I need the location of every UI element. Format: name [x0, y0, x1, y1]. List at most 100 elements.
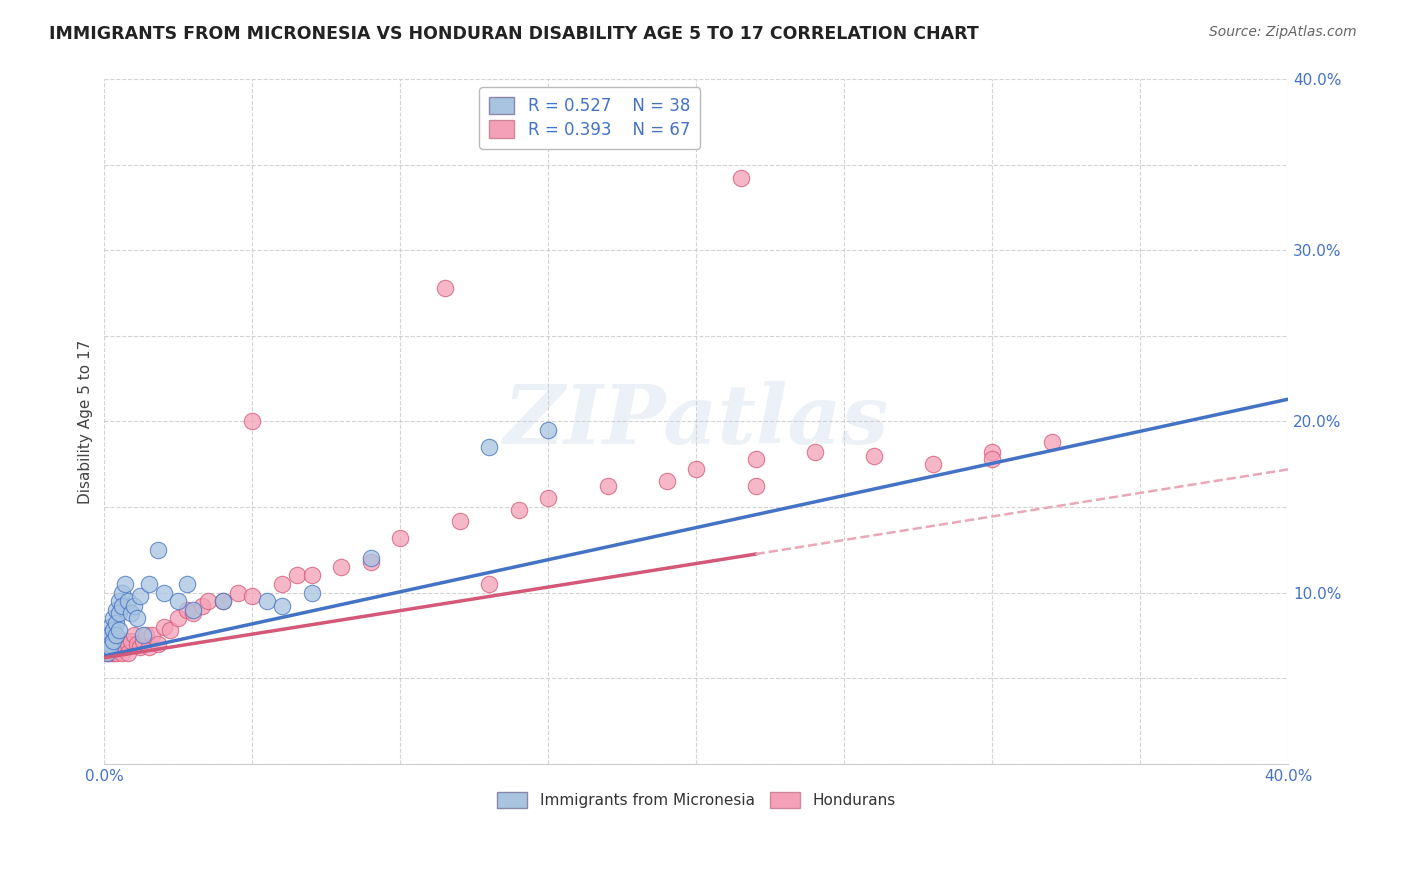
Point — [105, 616, 128, 631]
Point — [360, 551, 382, 566]
Point — [197, 594, 219, 608]
Point — [271, 577, 294, 591]
Point — [108, 594, 131, 608]
Point — [96, 637, 118, 651]
Point — [804, 445, 827, 459]
Point — [111, 637, 134, 651]
Point — [146, 637, 169, 651]
Point — [256, 594, 278, 608]
Point — [191, 599, 214, 614]
Point — [129, 589, 152, 603]
Point — [111, 646, 134, 660]
Point — [96, 640, 118, 655]
Point — [96, 628, 118, 642]
Point — [120, 606, 142, 620]
Point — [176, 577, 198, 591]
Point — [1040, 434, 1063, 449]
Point — [120, 633, 142, 648]
Point — [478, 440, 501, 454]
Point — [103, 633, 125, 648]
Point — [122, 628, 145, 642]
Point — [105, 646, 128, 660]
Point — [478, 577, 501, 591]
Point — [103, 646, 125, 660]
Point — [98, 632, 121, 646]
Point — [211, 594, 233, 608]
Point — [122, 599, 145, 614]
Point — [98, 642, 121, 657]
Point — [135, 628, 157, 642]
Point — [105, 603, 128, 617]
Point — [96, 646, 118, 660]
Point — [98, 646, 121, 660]
Point — [108, 633, 131, 648]
Point — [271, 599, 294, 614]
Point — [141, 628, 163, 642]
Point — [537, 423, 560, 437]
Point — [285, 568, 308, 582]
Point — [111, 599, 134, 614]
Point — [108, 640, 131, 655]
Point — [596, 479, 619, 493]
Point — [98, 640, 121, 655]
Point — [98, 640, 121, 655]
Point — [508, 503, 530, 517]
Point — [108, 637, 131, 651]
Point — [114, 640, 136, 655]
Point — [108, 606, 131, 620]
Point — [96, 633, 118, 648]
Point — [98, 620, 121, 634]
Point — [103, 624, 125, 638]
Point — [981, 452, 1004, 467]
Point — [449, 514, 471, 528]
Point — [226, 585, 249, 599]
Point — [98, 637, 121, 651]
Point — [117, 646, 139, 660]
Y-axis label: Disability Age 5 to 17: Disability Age 5 to 17 — [79, 339, 93, 503]
Point — [108, 624, 131, 638]
Point — [744, 479, 766, 493]
Point — [129, 640, 152, 655]
Point — [152, 585, 174, 599]
Point — [96, 646, 118, 660]
Point — [181, 603, 204, 617]
Point — [211, 594, 233, 608]
Point — [103, 633, 125, 648]
Text: ZIPatlas: ZIPatlas — [503, 382, 889, 461]
Point — [105, 640, 128, 655]
Point — [146, 542, 169, 557]
Point — [132, 628, 155, 642]
Point — [98, 637, 121, 651]
Point — [103, 611, 125, 625]
Point — [125, 637, 148, 651]
Point — [117, 637, 139, 651]
Legend: Immigrants from Micronesia, Hondurans: Immigrants from Micronesia, Hondurans — [491, 786, 903, 814]
Point — [132, 633, 155, 648]
Point — [922, 457, 945, 471]
Point — [111, 585, 134, 599]
Text: Source: ZipAtlas.com: Source: ZipAtlas.com — [1209, 25, 1357, 39]
Point — [863, 449, 886, 463]
Point — [181, 606, 204, 620]
Point — [96, 628, 118, 642]
Point — [159, 624, 181, 638]
Point — [301, 568, 323, 582]
Point — [537, 491, 560, 506]
Point — [242, 414, 264, 428]
Point — [242, 589, 264, 603]
Point — [103, 637, 125, 651]
Point — [389, 531, 412, 545]
Point — [685, 462, 707, 476]
Point — [433, 281, 456, 295]
Point — [981, 445, 1004, 459]
Point — [167, 611, 190, 625]
Point — [105, 628, 128, 642]
Point — [114, 633, 136, 648]
Point — [125, 611, 148, 625]
Point — [152, 620, 174, 634]
Point — [730, 171, 752, 186]
Point — [301, 585, 323, 599]
Point — [103, 640, 125, 655]
Point — [105, 637, 128, 651]
Point — [98, 628, 121, 642]
